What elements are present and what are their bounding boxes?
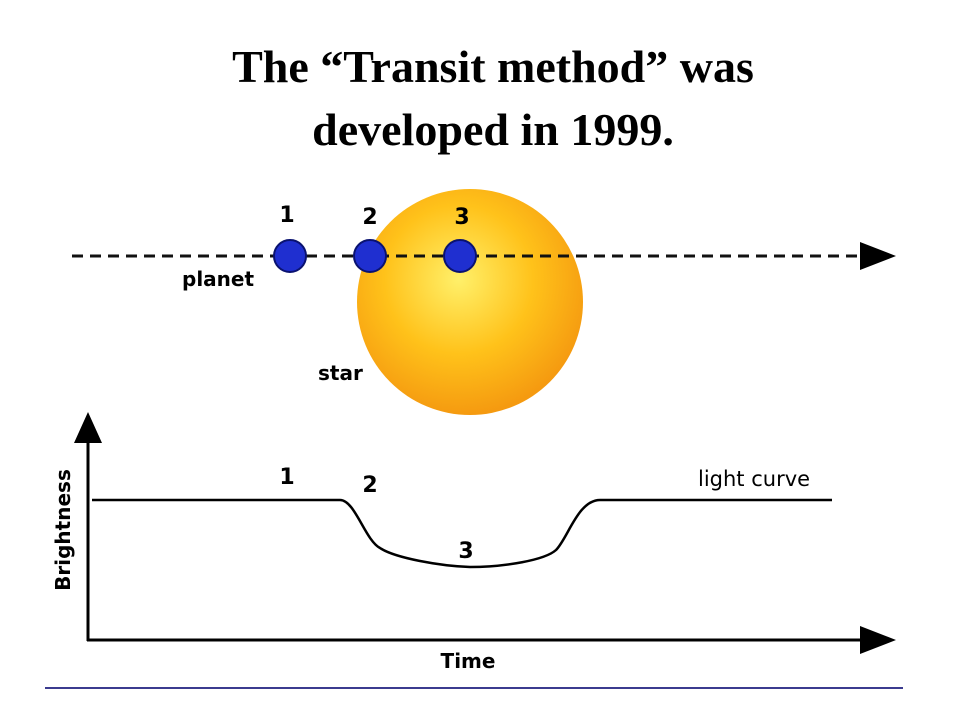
curve-point-label: 2 xyxy=(362,473,377,498)
planet xyxy=(273,239,307,273)
curve-label: light curve xyxy=(698,467,810,491)
arrowhead xyxy=(860,626,896,654)
position-label: 3 xyxy=(454,205,469,230)
star-label: star xyxy=(318,361,363,385)
curve-point-label: 3 xyxy=(458,539,473,564)
star xyxy=(357,189,583,415)
planet xyxy=(443,239,477,273)
arrowhead xyxy=(860,242,896,270)
planet-label: planet xyxy=(182,267,254,291)
curve-point-label: 1 xyxy=(279,465,294,490)
arrowhead xyxy=(74,412,102,443)
title-line: The “Transit method” was xyxy=(232,41,754,92)
x-axis-label: Time xyxy=(441,649,496,673)
position-label: 2 xyxy=(362,205,377,230)
light-curve xyxy=(92,498,832,569)
planet xyxy=(353,239,387,273)
title-line: developed in 1999. xyxy=(312,104,674,155)
position-label: 1 xyxy=(279,203,294,228)
y-axis-label: Brightness xyxy=(51,469,75,591)
